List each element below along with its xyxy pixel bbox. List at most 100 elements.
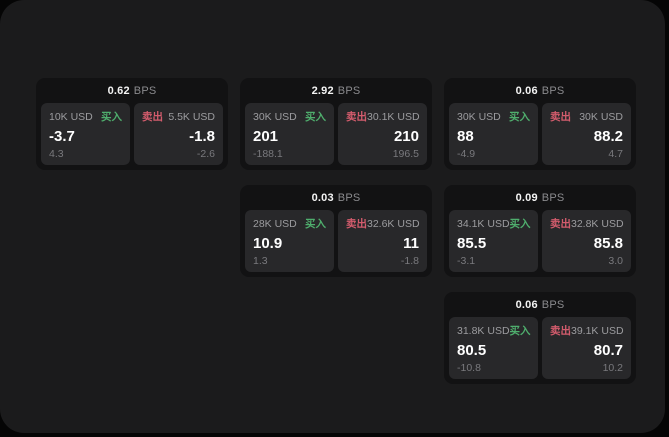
buy-price: 201 — [253, 127, 279, 145]
sell-label: 卖出 — [550, 218, 571, 230]
sell-amount: 5.5K USD — [168, 110, 215, 123]
quote-card[interactable]: 0.62 BPS 10K USD 买入 -3.7 4.3 卖出 5.5K USD… — [36, 78, 228, 170]
sell-price: 80.7 — [593, 341, 623, 359]
sell-label: 卖出 — [550, 325, 571, 337]
bps-value: 0.09 — [515, 191, 538, 204]
card-header: 0.06 BPS — [449, 292, 631, 317]
bps-unit-label: BPS — [541, 84, 565, 97]
bps-unit-label: BPS — [337, 191, 361, 204]
buy-amount: 31.8K USD — [457, 324, 510, 337]
card-header: 0.62 BPS — [41, 78, 223, 103]
sell-amount: 32.6K USD — [367, 217, 420, 230]
buy-amount: 28K USD — [253, 217, 297, 230]
sell-panel[interactable]: 卖出 30K USD 88.2 4.7 — [542, 103, 631, 165]
bps-value: 0.06 — [515, 84, 538, 97]
buy-delta: -3.1 — [457, 255, 476, 267]
sell-top-row: 卖出 39.1K USD — [550, 323, 624, 338]
sell-panel[interactable]: 卖出 32.8K USD 85.8 3.0 — [542, 210, 631, 272]
card-body: 30K USD 买入 201 -188.1 卖出 30.1K USD 210 1… — [245, 103, 427, 165]
sell-top-row: 卖出 32.6K USD — [346, 216, 420, 231]
buy-amount: 34.1K USD — [457, 217, 510, 230]
buy-top-row: 34.1K USD 买入 — [457, 216, 531, 231]
sell-delta: 3.0 — [608, 255, 623, 267]
buy-amount: 30K USD — [457, 110, 501, 123]
card-body: 10K USD 买入 -3.7 4.3 卖出 5.5K USD -1.8 -2.… — [41, 103, 223, 165]
buy-top-row: 10K USD 买入 — [49, 109, 122, 124]
sell-price: 210 — [393, 127, 419, 145]
buy-panel[interactable]: 10K USD 买入 -3.7 4.3 — [41, 103, 130, 165]
sell-top-row: 卖出 30K USD — [550, 109, 623, 124]
sell-label: 卖出 — [346, 111, 367, 123]
bps-unit-label: BPS — [541, 191, 565, 204]
quote-cards-grid: 0.62 BPS 10K USD 买入 -3.7 4.3 卖出 5.5K USD… — [36, 78, 636, 384]
sell-price: 85.8 — [593, 234, 623, 252]
quote-card[interactable]: 0.03 BPS 28K USD 买入 10.9 1.3 卖出 32.6K US… — [240, 185, 432, 277]
sell-amount: 39.1K USD — [571, 324, 624, 337]
buy-price: 10.9 — [253, 234, 283, 252]
bps-value: 0.06 — [515, 298, 538, 311]
card-body: 28K USD 买入 10.9 1.3 卖出 32.6K USD 11 -1.8 — [245, 210, 427, 272]
sell-delta: 196.5 — [392, 148, 419, 160]
bps-value: 0.62 — [107, 84, 130, 97]
sell-delta: -1.8 — [400, 255, 419, 267]
quote-card[interactable]: 0.06 BPS 31.8K USD 买入 80.5 -10.8 卖出 39.1… — [444, 292, 636, 384]
sell-top-row: 卖出 30.1K USD — [346, 109, 420, 124]
buy-label: 买入 — [305, 218, 326, 230]
sell-panel[interactable]: 卖出 5.5K USD -1.8 -2.6 — [134, 103, 223, 165]
buy-price: 88 — [457, 127, 474, 145]
buy-panel[interactable]: 34.1K USD 买入 85.5 -3.1 — [449, 210, 538, 272]
card-header: 0.06 BPS — [449, 78, 631, 103]
quote-card[interactable]: 0.09 BPS 34.1K USD 买入 85.5 -3.1 卖出 32.8K… — [444, 185, 636, 277]
buy-delta: -10.8 — [457, 362, 481, 374]
buy-delta: 1.3 — [253, 255, 268, 267]
buy-panel[interactable]: 28K USD 买入 10.9 1.3 — [245, 210, 334, 272]
buy-top-row: 30K USD 买入 — [253, 109, 326, 124]
bps-value: 2.92 — [311, 84, 334, 97]
buy-panel[interactable]: 30K USD 买入 88 -4.9 — [449, 103, 538, 165]
bps-unit-label: BPS — [541, 298, 565, 311]
buy-top-row: 31.8K USD 买入 — [457, 323, 531, 338]
sell-amount: 32.8K USD — [571, 217, 624, 230]
card-body: 34.1K USD 买入 85.5 -3.1 卖出 32.8K USD 85.8… — [449, 210, 631, 272]
sell-delta: -2.6 — [196, 148, 215, 160]
bps-unit-label: BPS — [337, 84, 361, 97]
card-header: 2.92 BPS — [245, 78, 427, 103]
buy-panel[interactable]: 31.8K USD 买入 80.5 -10.8 — [449, 317, 538, 379]
sell-panel[interactable]: 卖出 39.1K USD 80.7 10.2 — [542, 317, 631, 379]
sell-amount: 30.1K USD — [367, 110, 420, 123]
buy-label: 买入 — [101, 111, 122, 123]
sell-top-row: 卖出 5.5K USD — [142, 109, 215, 124]
card-header: 0.09 BPS — [449, 185, 631, 210]
sell-price: 11 — [403, 234, 419, 252]
sell-delta: 4.7 — [608, 148, 623, 160]
sell-top-row: 卖出 32.8K USD — [550, 216, 624, 231]
sell-label: 卖出 — [142, 111, 163, 123]
buy-label: 买入 — [305, 111, 326, 123]
buy-price: -3.7 — [49, 127, 75, 145]
buy-label: 买入 — [509, 111, 530, 123]
bps-unit-label: BPS — [133, 84, 157, 97]
card-body: 31.8K USD 买入 80.5 -10.8 卖出 39.1K USD 80.… — [449, 317, 631, 379]
buy-delta: -4.9 — [457, 148, 476, 160]
sell-panel[interactable]: 卖出 30.1K USD 210 196.5 — [338, 103, 427, 165]
buy-panel[interactable]: 30K USD 买入 201 -188.1 — [245, 103, 334, 165]
quote-card[interactable]: 2.92 BPS 30K USD 买入 201 -188.1 卖出 30.1K … — [240, 78, 432, 170]
buy-label: 买入 — [509, 218, 531, 230]
buy-top-row: 28K USD 买入 — [253, 216, 326, 231]
buy-label: 买入 — [509, 325, 531, 337]
sell-panel[interactable]: 卖出 32.6K USD 11 -1.8 — [338, 210, 427, 272]
buy-price: 80.5 — [457, 341, 487, 359]
bps-value: 0.03 — [311, 191, 334, 204]
sell-label: 卖出 — [346, 218, 367, 230]
buy-amount: 10K USD — [49, 110, 93, 123]
buy-amount: 30K USD — [253, 110, 297, 123]
buy-delta: -188.1 — [253, 148, 283, 160]
buy-delta: 4.3 — [49, 148, 64, 160]
buy-top-row: 30K USD 买入 — [457, 109, 530, 124]
sell-label: 卖出 — [550, 111, 571, 123]
card-body: 30K USD 买入 88 -4.9 卖出 30K USD 88.2 4.7 — [449, 103, 631, 165]
sell-delta: 10.2 — [602, 362, 623, 374]
quote-card[interactable]: 0.06 BPS 30K USD 买入 88 -4.9 卖出 30K USD 8… — [444, 78, 636, 170]
card-header: 0.03 BPS — [245, 185, 427, 210]
